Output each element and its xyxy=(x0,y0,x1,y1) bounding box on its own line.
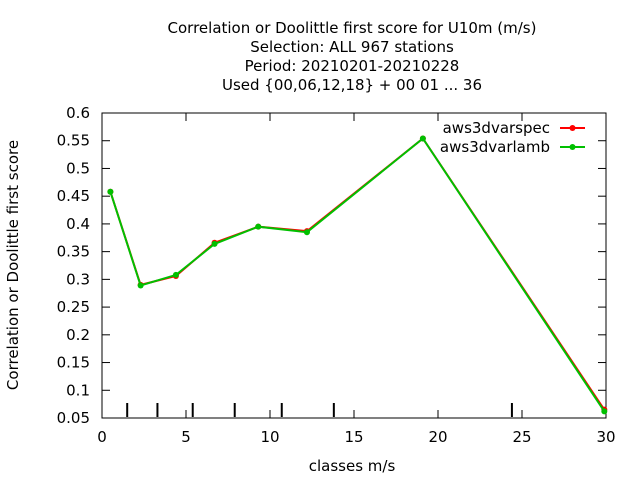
plot-area-frame xyxy=(101,112,607,419)
x-tick-label: 0 xyxy=(97,428,107,446)
title-line-4: Used {00,06,12,18} + 00 01 ... 36 xyxy=(222,76,482,94)
legend-label: aws3dvarspec xyxy=(443,119,550,137)
title-line-3: Period: 20210201-20210228 xyxy=(245,57,460,75)
y-tick-label: 0.1 xyxy=(66,381,90,399)
series-layer xyxy=(107,135,608,415)
legend-label: aws3dvarlamb xyxy=(440,138,550,156)
y-tick-label: 0.35 xyxy=(57,243,90,261)
x-tick-label: 5 xyxy=(181,428,191,446)
x-tick-label: 20 xyxy=(428,428,447,446)
y-tick-label: 0.15 xyxy=(57,354,90,372)
y-tick-label: 0.45 xyxy=(57,187,90,205)
y-tick-label: 0.3 xyxy=(66,270,90,288)
series-line-aws3dvarlamb xyxy=(109,137,606,412)
y-tick-label: 0.2 xyxy=(66,326,90,344)
legend-swatch-marker xyxy=(569,125,576,131)
title-line-1: Correlation or Doolittle first score for… xyxy=(168,19,537,37)
data-point xyxy=(107,188,114,195)
y-tick-label: 0.6 xyxy=(66,104,90,122)
x-tick-label: 25 xyxy=(512,428,531,446)
y-axis: 0.05 0.1 0.15 0.2 0.25 0.3 0.35 0.4 0.45 0.5 0.55 0… xyxy=(57,104,606,427)
data-point xyxy=(255,223,262,230)
data-point xyxy=(137,282,144,289)
data-point xyxy=(303,229,310,236)
y-tick-label: 0.5 xyxy=(66,159,90,177)
data-point xyxy=(172,271,179,278)
data-point xyxy=(211,240,218,247)
y-tick-label: 0.05 xyxy=(57,409,90,427)
y-tick-label: 0.55 xyxy=(57,132,90,150)
chart-title: Correlation or Doolittle first score for… xyxy=(168,19,537,94)
title-line-2: Selection: ALL 967 stations xyxy=(250,38,454,56)
data-point xyxy=(419,135,426,142)
legend-swatch-marker xyxy=(569,144,576,150)
x-tick-label: 15 xyxy=(344,428,363,446)
x-tick-label: 30 xyxy=(596,428,615,446)
class-boundary-marks xyxy=(126,403,513,417)
y-axis-label: Correlation or Doolittle first score xyxy=(4,140,22,390)
y-tick-label: 0.4 xyxy=(66,215,90,233)
y-tick-label: 0.25 xyxy=(57,298,90,316)
data-point xyxy=(601,408,608,415)
series-line-aws3dvarspec xyxy=(109,137,606,411)
x-axis-label: classes m/s xyxy=(309,457,396,475)
x-axis: 0 5 10 15 20 25 30 xyxy=(97,113,616,446)
x-tick-label: 10 xyxy=(260,428,279,446)
